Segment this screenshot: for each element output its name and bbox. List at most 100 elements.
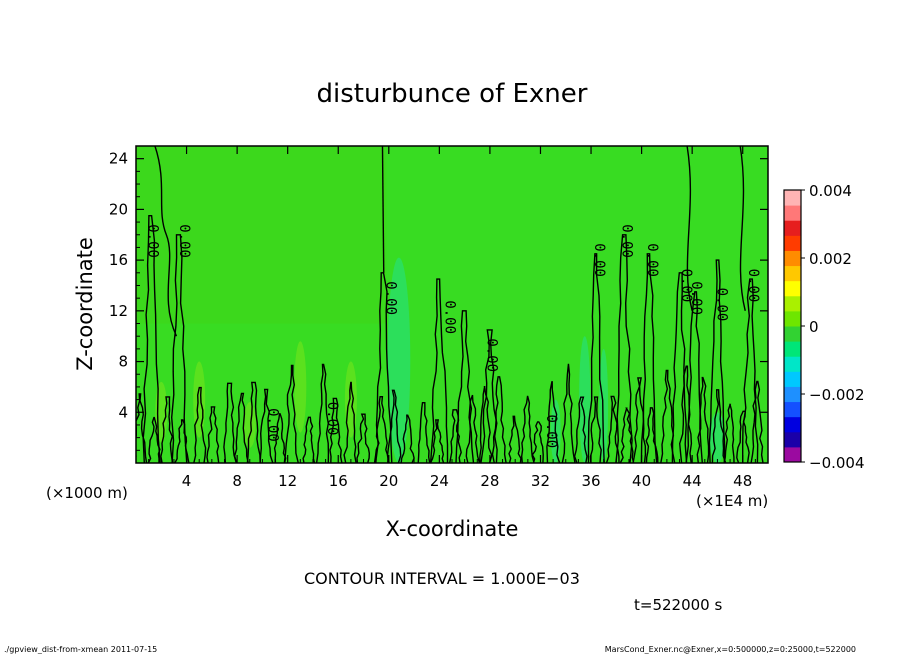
contour-line-low-16 — [356, 413, 371, 463]
contour-line-low-13 — [315, 363, 330, 463]
contour-label-13: 0.00 — [713, 288, 729, 322]
contour-lines — [136, 146, 764, 463]
colorbar-segment-3 — [784, 401, 801, 418]
contour-line-tall-2 — [374, 272, 393, 463]
contour-label-8: 0.00 — [591, 243, 607, 277]
contour-interval-label: CONTOUR INTERVAL = 1.000E−03 — [304, 569, 580, 588]
colorbar-tick-label-2: 0 — [809, 318, 819, 336]
contour-line-low-27 — [520, 395, 535, 463]
y-axis-label: Z-coordinate — [73, 237, 97, 371]
x-unit-left: (×1000 m) — [46, 484, 128, 502]
contour-label-3: 0.00 — [442, 300, 458, 334]
contour-line-low-18 — [386, 389, 402, 463]
contour-label-12: 0.00 — [688, 281, 704, 315]
contour-line-low-14 — [329, 397, 343, 463]
contour-label-10: 0.00 — [644, 243, 660, 277]
contour-line-low-5 — [206, 406, 220, 463]
contour-label-6: 0.00 — [324, 402, 340, 436]
contour-line-tall-0 — [142, 215, 161, 463]
contour-line-right-top-0 — [686, 146, 693, 312]
contour-label-1: 0.00 — [176, 224, 192, 258]
y-tick-label-5: 24 — [109, 150, 128, 168]
contour-line-low-15 — [343, 381, 357, 463]
x-tick-label-6: 28 — [480, 472, 499, 490]
contour-line-tall-9 — [685, 291, 703, 463]
contour-line-low-39 — [696, 376, 710, 463]
colorbar-segment-0 — [784, 446, 801, 463]
x-tick-label-7: 32 — [531, 472, 550, 490]
contour-line-low-25 — [491, 376, 507, 463]
contour-line-low-12 — [302, 416, 316, 463]
field-streak-3 — [294, 341, 307, 433]
contour-line-low-43 — [750, 380, 764, 463]
contour-label-14: 0.00 — [745, 269, 761, 303]
colorbar-segment-15 — [784, 220, 801, 236]
colorbar-tick-label-1: 0.002 — [809, 250, 852, 268]
contour-line-low-20 — [417, 402, 431, 463]
x-axis-label: X-coordinate — [386, 517, 519, 541]
y-tick-label-3: 16 — [109, 251, 128, 269]
x-tick-label-3: 16 — [329, 472, 348, 490]
contour-line-tall-10 — [708, 259, 726, 463]
contour-line-tall-5 — [587, 253, 605, 463]
colorbar-segment-14 — [784, 235, 801, 251]
contour-line-tall-1 — [170, 234, 188, 463]
contour-line-tall-7 — [640, 253, 658, 463]
contour-line-low-6 — [223, 382, 237, 463]
contour-line-low-32 — [589, 396, 602, 463]
contour-line-low-34 — [619, 407, 635, 463]
contour-line-low-31 — [573, 396, 588, 463]
contour-line-low-10 — [273, 413, 287, 463]
x-tick-label-4: 20 — [379, 472, 398, 490]
colorbar-segment-7 — [784, 341, 801, 357]
contour-line-low-24 — [479, 386, 493, 463]
y-tick-label-2: 12 — [109, 302, 128, 320]
field-streak-2 — [243, 402, 256, 448]
contour-line-low-30 — [561, 363, 576, 463]
contour-line-low-23 — [465, 394, 481, 463]
x-unit-right: (×1E4 m) — [696, 492, 768, 510]
contour-line-low-40 — [711, 389, 727, 463]
colorbar-segment-17 — [784, 190, 801, 206]
contour-line-low-9 — [259, 388, 274, 463]
contour-label-4: 0.00 — [483, 338, 499, 372]
x-tick-label-9: 40 — [632, 472, 651, 490]
field-plume-3 — [599, 348, 609, 463]
contour-line-low-7 — [233, 392, 249, 463]
contour-label-11: 0.00 — [678, 269, 694, 303]
footer-data-source: MarsCond_Exner.nc@Exner,x=0:500000,z=0:2… — [605, 645, 856, 654]
contour-line-low-4 — [193, 386, 207, 463]
x-tick-label-0: 4 — [182, 472, 192, 490]
plot-area: 0.00 0.000.000.000.000.00 0.00 0.000.000.00… — [109, 145, 769, 490]
contour-line-low-26 — [508, 415, 522, 463]
contour-label-2: 0.00 — [382, 281, 398, 315]
contour-line-left-boundary — [154, 146, 178, 337]
colorbar-segment-10 — [784, 295, 801, 312]
colorbar-segment-5 — [784, 371, 801, 387]
x-tick-label-10: 44 — [683, 472, 702, 490]
colorbar-tick-label-0: 0.004 — [809, 182, 852, 200]
colorbar-segment-8 — [784, 326, 801, 342]
colorbar-segment-2 — [784, 416, 801, 433]
contour-line-low-11 — [283, 364, 299, 463]
x-axis: 4 8 12 16 20 24 28 32 36 40 44 48 — [148, 146, 756, 490]
colorbar-segment-16 — [784, 205, 801, 221]
contour-label-0: 0.00 — [145, 224, 161, 258]
x-tick-label-5: 24 — [430, 472, 449, 490]
colorbar-segment-4 — [784, 386, 801, 403]
colorbar-segment-11 — [784, 280, 801, 297]
contour-line-low-8 — [246, 381, 261, 463]
contour-line-tall-11 — [742, 278, 759, 463]
colorbar-segment-6 — [784, 356, 801, 372]
contour-labels: 0.00 0.000.000.000.000.00 0.00 0.000.000.00… — [145, 224, 761, 448]
contour-line-low-35 — [632, 377, 647, 463]
contour-line-low-41 — [723, 403, 735, 463]
x-tick-label-8: 36 — [581, 472, 600, 490]
x-tick-label-11: 48 — [733, 472, 752, 490]
contour-label-9: 0.00 — [619, 224, 635, 258]
colorbar-segment-9 — [784, 310, 801, 327]
contour-label-7: 0.00 — [543, 414, 559, 448]
colorbar: 0.004 0.002 0 −0.002 −0.004 — [783, 182, 865, 472]
contour-line-vertical — [381, 146, 385, 273]
contour-line-tall-6 — [615, 234, 633, 463]
